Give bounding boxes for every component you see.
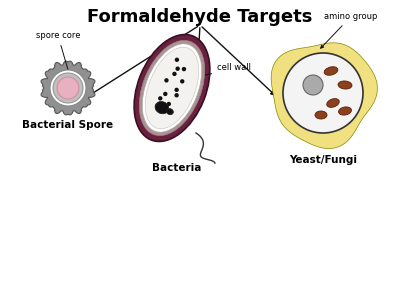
Ellipse shape (324, 67, 338, 75)
Circle shape (283, 53, 363, 133)
Text: Bacterial Spore: Bacterial Spore (22, 120, 114, 130)
Ellipse shape (338, 107, 352, 115)
Text: Formaldehyde Targets: Formaldehyde Targets (87, 8, 313, 26)
Ellipse shape (139, 40, 205, 136)
Ellipse shape (145, 47, 199, 129)
Text: spore core: spore core (36, 31, 80, 76)
Circle shape (158, 96, 162, 100)
Circle shape (182, 67, 186, 71)
Text: amino group: amino group (321, 12, 378, 48)
Circle shape (174, 88, 179, 92)
Circle shape (175, 58, 179, 62)
Circle shape (180, 79, 184, 83)
Text: cell wall: cell wall (198, 63, 251, 78)
Circle shape (164, 78, 169, 83)
Circle shape (176, 67, 180, 71)
Ellipse shape (338, 81, 352, 89)
Circle shape (163, 92, 168, 96)
Polygon shape (271, 43, 377, 149)
Text: Yeast/Fungi: Yeast/Fungi (289, 155, 357, 165)
Ellipse shape (315, 111, 327, 119)
Text: Bacteria: Bacteria (152, 163, 202, 173)
Ellipse shape (142, 44, 202, 132)
Circle shape (174, 93, 179, 97)
Circle shape (57, 77, 79, 99)
Ellipse shape (155, 102, 169, 114)
Circle shape (53, 73, 83, 103)
Ellipse shape (134, 35, 210, 142)
Circle shape (166, 102, 171, 106)
Polygon shape (41, 61, 95, 115)
Ellipse shape (327, 99, 339, 107)
Ellipse shape (166, 109, 173, 115)
Circle shape (50, 70, 86, 106)
Circle shape (303, 75, 323, 95)
Circle shape (172, 72, 177, 76)
